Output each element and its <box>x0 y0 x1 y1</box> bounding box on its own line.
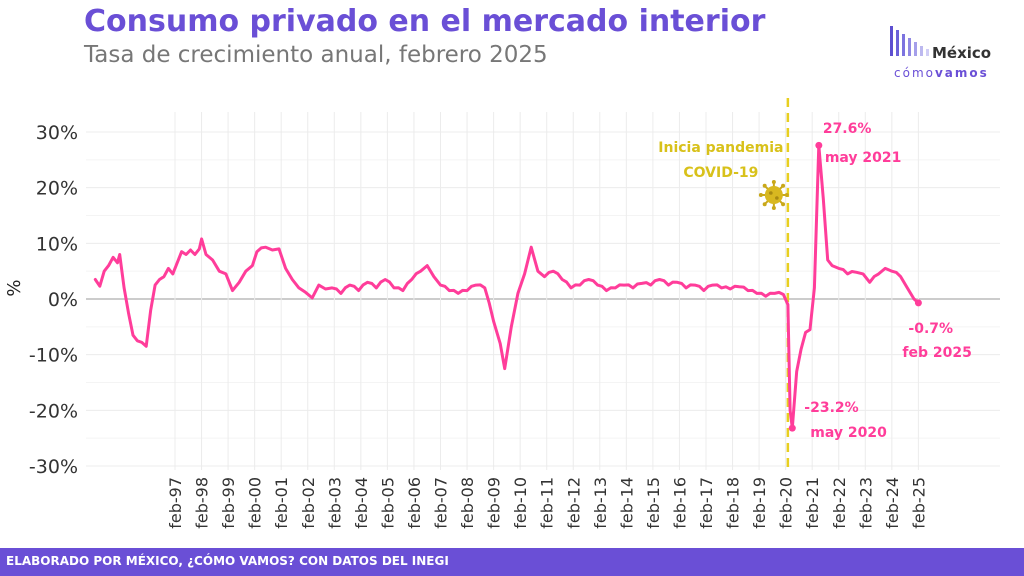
x-tick-label: feb-04 <box>352 477 371 529</box>
x-tick-label: feb-12 <box>564 477 583 529</box>
pandemic-label-line2: COVID-19 <box>683 165 758 181</box>
chart-subtitle: Tasa de crecimiento anual, febrero 2025 <box>84 42 548 68</box>
x-tick-label: feb-01 <box>272 477 291 529</box>
x-axis-ticks: feb-97 feb-98 feb-99 feb-00 feb-01 feb-02 feb-… <box>166 477 928 529</box>
min-date-label: may 2020 <box>810 425 887 441</box>
last-date-label: feb 2025 <box>902 345 971 361</box>
y-tick-label: -20% <box>29 400 78 422</box>
consumption-line-chart: 30%20%10%0%-10%-20%-30% feb-97 feb-98 feb-… <box>4 98 1000 529</box>
footer-source: ELABORADO POR MÉXICO, ¿CÓMO VAMOS? CON D… <box>6 554 449 568</box>
series-line-consumo-privado <box>93 143 920 430</box>
logo-name: México <box>932 44 992 62</box>
x-tick-label: feb-02 <box>299 477 318 529</box>
x-tick-label: feb-07 <box>432 477 451 529</box>
mexico-como-vamos-logo: México cómovamos <box>890 22 1010 88</box>
y-tick-label: -30% <box>29 456 78 478</box>
y-axis-ticks: 30% 20% 10% 0% -10% -20% -30% <box>29 122 78 478</box>
x-tick-label: feb-03 <box>325 477 344 529</box>
x-tick-label: feb-09 <box>485 477 504 529</box>
x-tick-label: feb-19 <box>750 477 769 529</box>
virus-icon <box>758 180 789 210</box>
y-tick-label: 30% <box>36 122 78 144</box>
x-tick-label: feb-00 <box>246 477 265 529</box>
logo-bars-icon <box>890 26 934 56</box>
x-tick-label: feb-14 <box>617 477 636 529</box>
x-tick-label: feb-25 <box>909 477 928 529</box>
max-point-marker <box>815 141 823 149</box>
annotation-markers <box>788 141 922 432</box>
x-tick-label: feb-20 <box>777 477 796 529</box>
logo-tagline-bold: vamos <box>934 66 989 80</box>
x-tick-label: feb-08 <box>458 477 477 529</box>
x-tick-label: feb-06 <box>405 477 424 529</box>
x-tick-label: feb-23 <box>856 477 875 529</box>
chart-title: Consumo privado en el mercado interior <box>84 4 766 39</box>
x-tick-label: feb-13 <box>591 477 610 529</box>
y-axis-label: % <box>4 279 25 296</box>
max-value-label: 27.6% <box>823 121 872 137</box>
x-tick-label: feb-24 <box>883 477 902 529</box>
max-date-label: may 2021 <box>825 150 902 166</box>
x-tick-label: feb-05 <box>378 477 397 529</box>
min-value-label: -23.2% <box>804 400 858 416</box>
x-tick-label: feb-97 <box>166 477 185 529</box>
y-tick-label: -10% <box>29 345 78 367</box>
x-tick-label: feb-10 <box>511 477 530 529</box>
x-tick-label: feb-98 <box>193 477 212 529</box>
pandemic-annotation: Inicia pandemia COVID-19 <box>658 98 790 470</box>
footer-bar: ELABORADO POR MÉXICO, ¿CÓMO VAMOS? CON D… <box>0 548 1024 576</box>
x-tick-label: feb-11 <box>538 477 557 529</box>
x-tick-label: feb-17 <box>697 477 716 529</box>
last-value-label: -0.7% <box>908 321 953 337</box>
last-point-marker <box>914 299 922 307</box>
x-tick-label: feb-21 <box>803 477 822 529</box>
logo-tagline-light: cómo <box>894 66 935 80</box>
y-tick-label: 10% <box>36 233 78 255</box>
pandemic-label-line1: Inicia pandemia <box>658 140 783 156</box>
logo-tagline: cómovamos <box>894 66 989 80</box>
x-tick-label: feb-18 <box>724 477 743 529</box>
x-tick-label: feb-22 <box>830 477 849 529</box>
y-tick-label: 0% <box>48 289 78 311</box>
x-tick-label: feb-15 <box>644 477 663 529</box>
min-point-marker <box>788 424 796 432</box>
x-tick-label: feb-16 <box>670 477 689 529</box>
x-tick-label: feb-99 <box>219 477 238 529</box>
y-tick-label: 20% <box>36 178 78 200</box>
